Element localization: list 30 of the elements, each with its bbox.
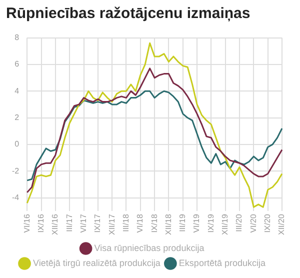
legend-label: Eksportētā produkcija	[178, 258, 266, 268]
x-tick-label: XII/20	[277, 214, 286, 236]
x-tick-label: VI/19	[192, 214, 202, 233]
x-tick-label: III/18	[121, 214, 130, 232]
x-tick-label: III/20	[234, 214, 244, 232]
x-tick-label: VI/20	[248, 214, 258, 233]
y-tick-label: 0	[14, 140, 20, 149]
y-tick-label: 8	[14, 33, 20, 42]
x-tick-label: IX/19	[206, 214, 216, 233]
y-tick-label: 2	[14, 112, 20, 122]
legend-label: Vietējā tirgū realizētā produkcija	[33, 258, 160, 268]
y-tick-label: -2	[12, 166, 20, 176]
x-tick-label: XII/16	[50, 214, 60, 236]
x-tick-label: IX/16	[36, 214, 46, 233]
chart-title: Rūpniecības ražotājcenu izmaiņas	[5, 4, 252, 24]
x-tick-label: VI/17	[78, 214, 88, 233]
x-tick-label: III/17	[64, 214, 74, 232]
x-tick-label: IX/18	[150, 214, 159, 233]
x-tick-label: XII/18	[164, 214, 173, 236]
y-tick-label: -4	[12, 192, 20, 202]
x-tick-label: IX/20	[263, 214, 272, 233]
x-tick-label: IX/17	[93, 214, 102, 233]
x-tick-label: VI/18	[136, 214, 145, 233]
legend-label: Visa rūpniecības produkcija	[94, 242, 204, 253]
y-tick-label: 4	[14, 86, 20, 96]
x-tick-label: XII/17	[107, 214, 116, 236]
x-tick-label: III/19	[178, 214, 188, 232]
y-tick-label: 6	[14, 60, 20, 69]
x-tick-label: XII/19	[220, 214, 230, 236]
x-tick-label: VI/16	[22, 214, 32, 233]
